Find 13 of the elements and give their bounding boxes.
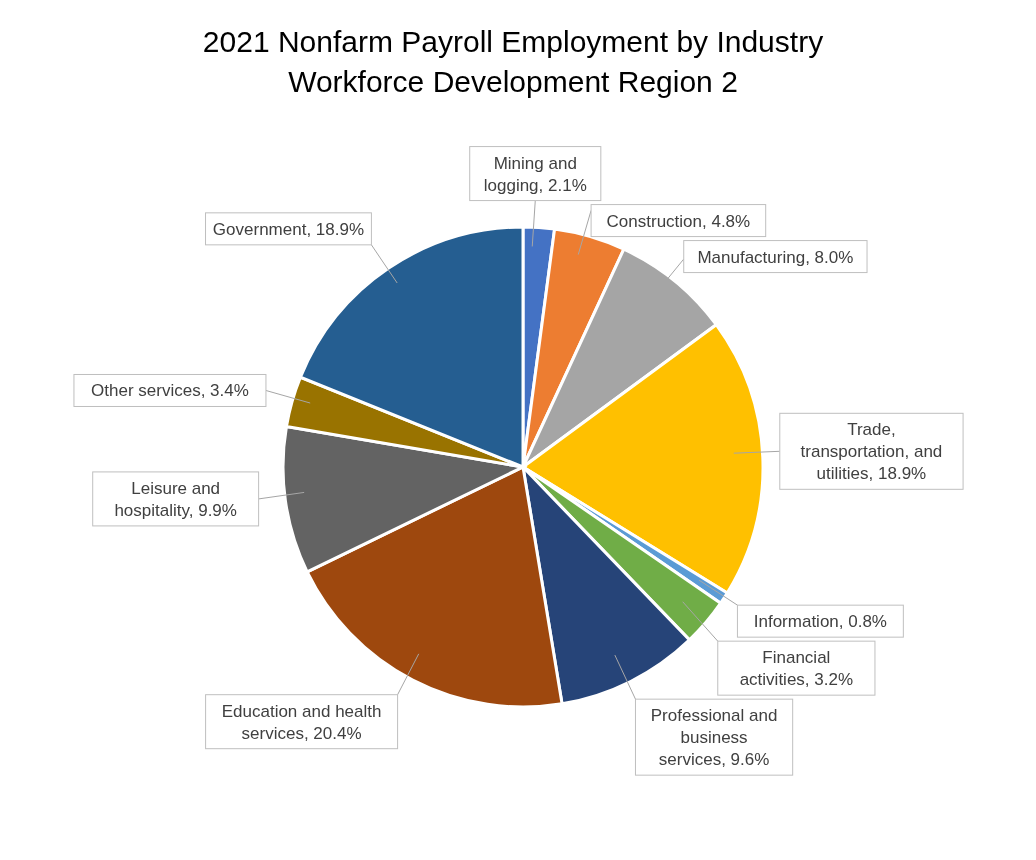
slice-label: Leisure and hospitality, 9.9% — [114, 478, 237, 520]
slice-label: Government, 18.9% — [212, 219, 365, 239]
slice-label: Trade, transportation, and utilities, 18.9% — [800, 420, 943, 484]
slice-label: Education and health services, 20.4% — [221, 701, 382, 743]
slice-label: Construction, 4.8% — [606, 211, 751, 231]
slice-label: Financial activities, 3.2% — [739, 648, 854, 690]
slice-label: Other services, 3.4% — [91, 381, 249, 401]
chart-subtitle: Workforce Development Region 2 — [287, 64, 739, 100]
chart-title: 2021 Nonfarm Payroll Employment by Industry — [201, 24, 825, 60]
slice-label: Manufacturing, 8.0% — [697, 247, 854, 267]
slice-label: Information, 0.8% — [753, 612, 888, 632]
slice-label: Mining and logging, 2.1% — [483, 153, 587, 195]
slice-label: Professional and business services, 9.6% — [650, 706, 778, 770]
